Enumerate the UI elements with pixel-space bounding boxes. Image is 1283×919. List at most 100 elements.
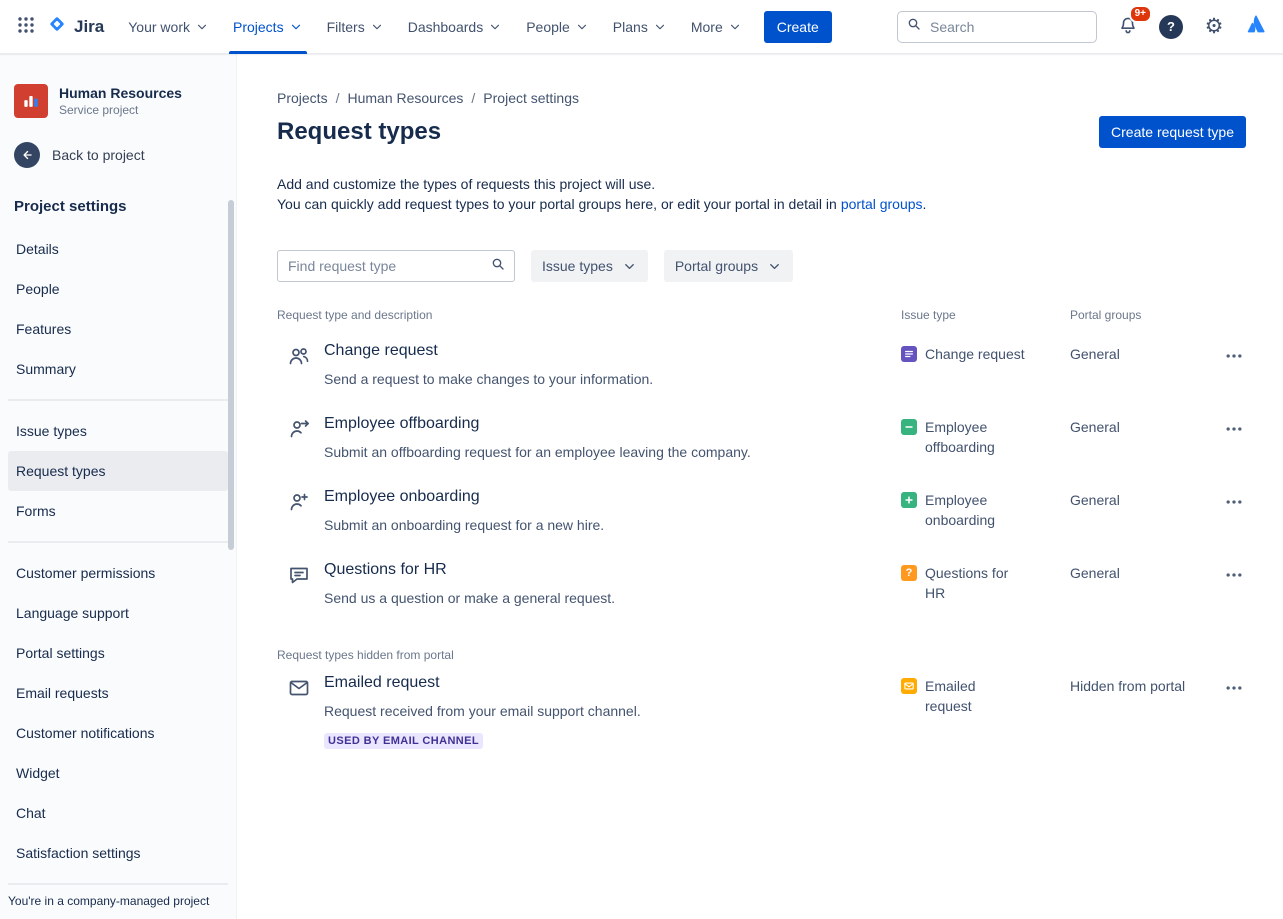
- used-by-email-channel-badge: USED BY EMAIL CHANNEL: [324, 733, 484, 749]
- back-to-project-button[interactable]: Back to project: [8, 142, 228, 168]
- sidebar-item-widget[interactable]: Widget: [16, 765, 60, 781]
- sidebar-item-customer-permissions[interactable]: Customer permissions: [16, 565, 156, 581]
- envelope-icon: [287, 676, 311, 700]
- sidebar-footer: You're in a company-managed project: [0, 885, 236, 919]
- sidebar-item-details[interactable]: Details: [16, 241, 59, 257]
- request-type-name[interactable]: Employee onboarding: [324, 488, 480, 505]
- row-more-actions-button[interactable]: [1222, 676, 1246, 703]
- search-icon: [906, 16, 922, 37]
- create-request-type-button[interactable]: Create request type: [1099, 116, 1246, 148]
- jira-logo[interactable]: Jira: [46, 13, 104, 40]
- question-mark-icon: ?: [1167, 19, 1175, 34]
- issue-type-icon-questions-for-hr: ?: [901, 565, 917, 581]
- sidebar-scrollbar[interactable]: [228, 200, 234, 550]
- table-row: Emailed request Request received from yo…: [277, 662, 1246, 763]
- chevron-down-icon: [577, 24, 586, 29]
- speech-bubble-icon: [287, 563, 311, 587]
- issue-type-label: Employee offboarding: [925, 419, 995, 455]
- app-shell: Human Resources Service project Back to …: [0, 54, 1283, 919]
- project-settings-sidebar: Human Resources Service project Back to …: [0, 54, 237, 919]
- breadcrumb-separator: /: [471, 90, 476, 106]
- nav-more[interactable]: More: [679, 0, 754, 54]
- ellipsis-icon: [1226, 500, 1242, 504]
- intro-line-2: You can quickly add request types to you…: [277, 196, 927, 212]
- nav-your-work[interactable]: Your work: [116, 0, 221, 54]
- project-header: Human Resources Service project: [8, 84, 228, 118]
- portal-groups-dropdown[interactable]: Portal groups: [663, 250, 794, 282]
- global-search: [897, 10, 1097, 43]
- bell-icon: [1117, 14, 1139, 39]
- issue-type-icon-emailed-request: [901, 678, 917, 694]
- row-more-actions-button[interactable]: [1222, 490, 1246, 517]
- breadcrumb-human-resources[interactable]: Human Resources: [347, 90, 464, 106]
- nav-projects[interactable]: Projects: [221, 0, 315, 54]
- portal-group-value: General: [1070, 492, 1120, 508]
- request-type-name[interactable]: Questions for HR: [324, 561, 447, 578]
- chevron-down-icon: [491, 24, 500, 29]
- sidebar-item-request-types[interactable]: Request types: [8, 451, 228, 491]
- back-to-project-label: Back to project: [52, 147, 145, 163]
- portal-groups-link[interactable]: portal groups: [840, 196, 923, 212]
- nav-plans[interactable]: Plans: [601, 0, 679, 54]
- breadcrumb-project-settings: Project settings: [483, 90, 580, 106]
- sidebar-menu: Details People Features Summary Issue ty…: [8, 229, 228, 895]
- request-type-name[interactable]: Change request: [324, 342, 438, 359]
- sidebar-item-satisfaction-settings[interactable]: Satisfaction settings: [16, 845, 141, 861]
- ellipsis-icon: [1226, 354, 1242, 358]
- ellipsis-icon: [1226, 686, 1242, 690]
- page-title: Request types: [277, 118, 442, 145]
- notifications: 9+: [1112, 4, 1152, 43]
- settings-button[interactable]: ⚙: [1198, 11, 1230, 43]
- nav-filters[interactable]: Filters: [315, 0, 396, 54]
- issue-type-icon-change-request: [901, 346, 917, 362]
- two-people-icon: [287, 344, 311, 368]
- hidden-section-label: Request types hidden from portal: [277, 648, 454, 662]
- person-plus-icon: [287, 490, 311, 514]
- sidebar-item-features[interactable]: Features: [16, 321, 72, 337]
- nav-people[interactable]: People: [514, 0, 601, 54]
- chevron-down-icon: [730, 24, 739, 29]
- row-more-actions-button[interactable]: [1222, 563, 1246, 590]
- row-more-actions-button[interactable]: [1222, 417, 1246, 444]
- portal-group-value: General: [1070, 419, 1120, 435]
- sidebar-item-chat[interactable]: Chat: [16, 805, 46, 821]
- header-request-type: Request type and description: [277, 308, 433, 322]
- nav-dashboards[interactable]: Dashboards: [396, 0, 515, 54]
- notifications-button[interactable]: [1112, 11, 1144, 43]
- issue-type-icon-employee-onboarding: [901, 492, 917, 508]
- breadcrumb-projects[interactable]: Projects: [277, 90, 328, 106]
- sidebar-divider: [8, 399, 228, 401]
- sidebar-item-people[interactable]: People: [16, 281, 60, 297]
- primary-nav: Your work Projects Filters Dashboards Pe…: [116, 0, 753, 54]
- filter-row: Issue types Portal groups: [277, 250, 1246, 282]
- issue-type-label: Employee onboarding: [925, 492, 996, 528]
- help-button[interactable]: ?: [1159, 14, 1183, 39]
- chevron-down-icon: [655, 24, 664, 29]
- global-search-input[interactable]: [928, 17, 1088, 36]
- request-type-name[interactable]: Emailed request: [324, 674, 440, 691]
- portal-group-value: Hidden from portal: [1070, 678, 1186, 694]
- sidebar-item-language-support[interactable]: Language support: [16, 605, 129, 621]
- chevron-down-icon: [770, 263, 779, 269]
- table-header: Request type and description Issue type …: [277, 308, 1246, 330]
- title-row: Request types Create request type: [277, 116, 1246, 148]
- sidebar-item-customer-notifications[interactable]: Customer notifications: [16, 725, 155, 741]
- table-row: Questions for HR Send us a question or m…: [277, 549, 1246, 622]
- find-request-type-input[interactable]: [286, 257, 490, 275]
- sidebar-divider: [8, 883, 228, 885]
- create-button[interactable]: Create: [763, 10, 832, 43]
- sidebar-item-issue-types[interactable]: Issue types: [16, 423, 87, 439]
- sidebar-item-summary[interactable]: Summary: [16, 361, 76, 377]
- project-avatar: [14, 84, 48, 118]
- project-name: Human Resources: [59, 85, 182, 101]
- sidebar-item-portal-settings[interactable]: Portal settings: [16, 645, 105, 661]
- sidebar-item-forms[interactable]: Forms: [16, 503, 56, 519]
- row-more-actions-button[interactable]: [1222, 344, 1246, 371]
- sidebar-item-email-requests[interactable]: Email requests: [16, 685, 109, 701]
- request-type-description: Send a request to make changes to your i…: [324, 371, 654, 387]
- request-type-name[interactable]: Employee offboarding: [324, 415, 480, 432]
- issue-types-dropdown[interactable]: Issue types: [531, 250, 648, 282]
- app-switcher-button[interactable]: [10, 11, 42, 43]
- sidebar-divider: [8, 541, 228, 543]
- intro-line-1: Add and customize the types of requests …: [277, 176, 656, 192]
